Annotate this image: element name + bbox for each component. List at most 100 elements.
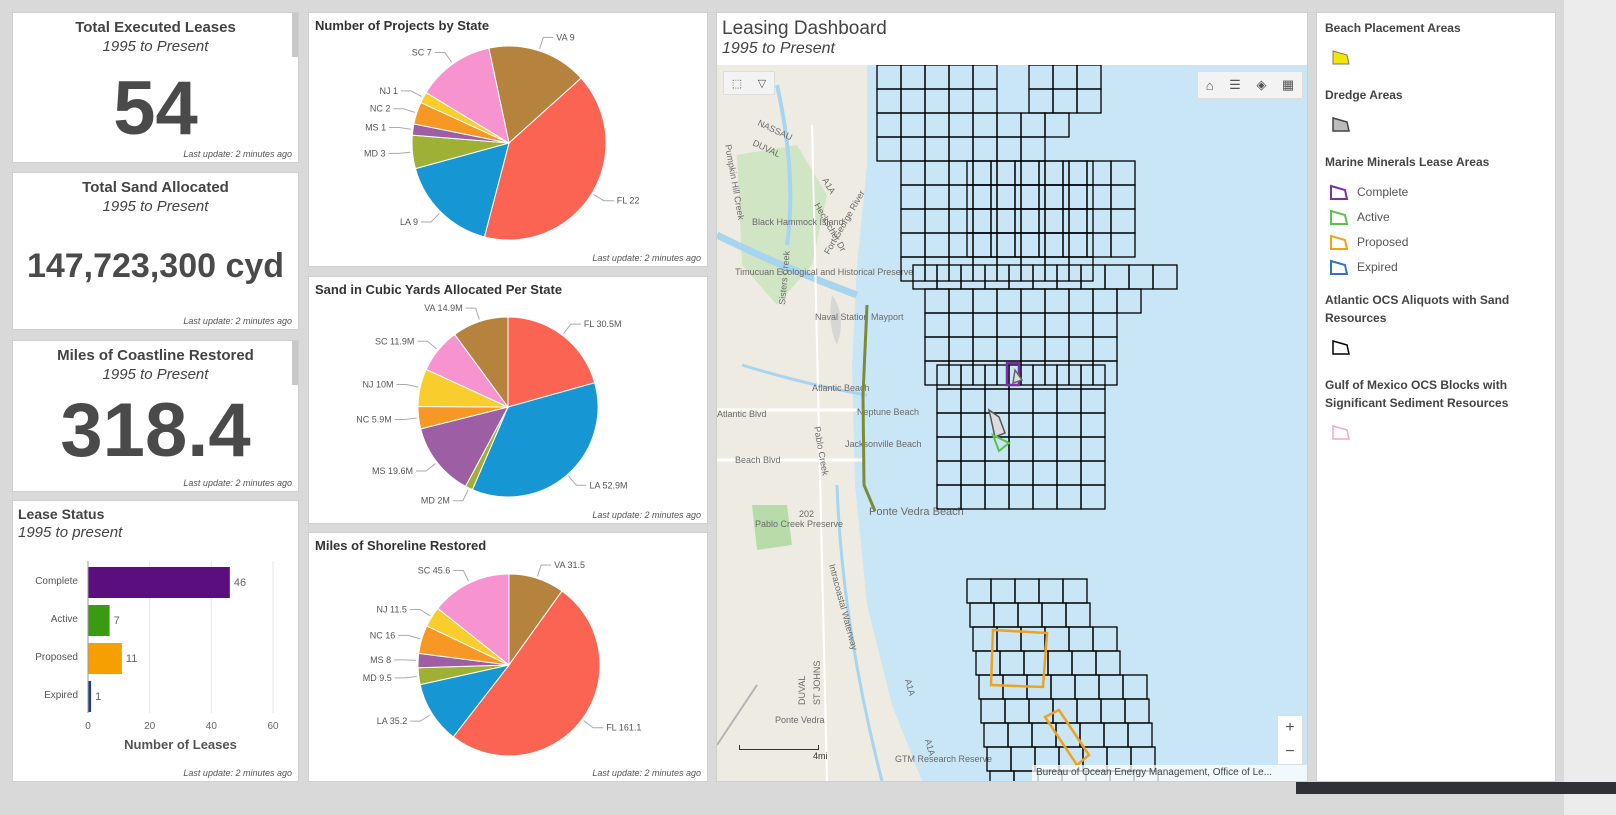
ocs-aliquot-cell xyxy=(1079,722,1105,748)
scale-label: 4mi xyxy=(813,751,828,761)
legend-item-label: Active xyxy=(1357,209,1390,224)
legend-icon[interactable]: ☰ xyxy=(1229,77,1241,92)
map-label: DUVAL xyxy=(797,676,807,705)
ocs-aliquot-cell xyxy=(924,65,950,90)
lease-status-panel: Lease Status 1995 to present 0 20 40 60 Comp… xyxy=(12,500,299,782)
lease-area-swatch xyxy=(1330,184,1349,200)
pie-slice-label: NJ 1 xyxy=(379,86,398,96)
ocs-aliquot-cell xyxy=(1080,460,1106,486)
pie-slice[interactable] xyxy=(414,142,510,238)
chart-title: Lease Status xyxy=(18,506,105,522)
gulf-ocs-swatch xyxy=(1331,424,1547,445)
ocs-aliquot-cell xyxy=(1092,312,1118,338)
ocs-aliquot-cell xyxy=(1044,232,1070,258)
pie-leader-line xyxy=(410,714,431,722)
ocs-aliquot-cell xyxy=(1065,602,1091,628)
ocs-aliquot-cell xyxy=(960,412,986,438)
ocs-aliquot-cell xyxy=(1044,184,1070,210)
ocs-aliquot-cell xyxy=(1086,232,1112,258)
pie-slice[interactable] xyxy=(507,316,596,408)
bar-complete[interactable] xyxy=(88,567,230,598)
ocs-aliquot-cell xyxy=(960,436,986,462)
ocs-aliquot-cell xyxy=(972,112,998,138)
legend-heading-dredge: Dredge Areas xyxy=(1325,88,1403,102)
map-tools-left[interactable]: ⬚ ▽ xyxy=(723,71,775,95)
map-label: Timucuan Ecological and Historical Prese… xyxy=(735,267,913,277)
ocs-aliquot-cell xyxy=(1068,336,1094,362)
bar-expired[interactable] xyxy=(88,681,92,712)
ocs-aliquot-cell xyxy=(924,88,950,114)
chevron-down-icon[interactable]: ▽ xyxy=(757,77,767,90)
pie-slice[interactable] xyxy=(420,406,509,488)
bar-active[interactable] xyxy=(88,605,110,636)
ocs-aliquot-cell xyxy=(966,232,992,258)
pie-slice[interactable] xyxy=(471,382,599,498)
ocs-aliquot-cell xyxy=(924,136,950,162)
pie-leader-line xyxy=(452,489,469,502)
map-label: Sisters Creek xyxy=(777,250,792,305)
map-canvas[interactable]: NASSAU DUVAL Black Hammock Island Timucu… xyxy=(717,65,1307,781)
ocs-aliquot-cell xyxy=(1128,264,1154,290)
indicator-total-leases: Total Executed Leases 1995 to Present 54… xyxy=(12,12,299,163)
pie-slice-label: MD 9.5 xyxy=(363,673,392,683)
ocs-aliquot-cell xyxy=(1044,160,1070,186)
ocs-aliquot-cell xyxy=(1080,412,1106,438)
ocs-aliquot-cell xyxy=(990,184,1016,210)
bottom-bar xyxy=(1296,782,1616,794)
ocs-aliquot-cell xyxy=(996,288,1022,314)
ocs-aliquot-cell xyxy=(1020,112,1046,138)
shoreline-restored-panel: Miles of Shoreline Restored VA 31.5 FL 16… xyxy=(308,532,708,782)
y-category-label: Proposed xyxy=(35,652,78,663)
sand-per-state-panel: Sand in Cubic Yards Allocated Per State … xyxy=(308,276,708,524)
ocs-aliquot-cell xyxy=(924,232,950,258)
ocs-aliquot-cell xyxy=(1044,336,1070,362)
ocs-aliquot-cell xyxy=(900,184,926,210)
ocs-aliquot-cell xyxy=(1014,208,1040,234)
ocs-aliquot-cell xyxy=(1017,602,1043,628)
ocs-aliquot-cell xyxy=(924,336,950,362)
ocs-aliquot-cell xyxy=(900,65,926,90)
ocs-aliquot-cell xyxy=(972,312,998,338)
legend-item-complete: Complete xyxy=(1329,179,1547,204)
ocs-aliquot-cell xyxy=(948,232,974,258)
pie-slice-label: SC 45.6 xyxy=(418,565,451,575)
select-icon[interactable]: ⬚ xyxy=(731,77,743,90)
pie-slice[interactable] xyxy=(488,45,582,144)
zoom-in-button[interactable]: + xyxy=(1285,719,1295,736)
pie-slice[interactable] xyxy=(483,77,607,241)
ocs-aliquot-cell xyxy=(1032,484,1058,510)
indicator-value: 318.4 xyxy=(60,388,251,473)
ocs-aliquot-cell xyxy=(993,602,1019,628)
bar-value-label: 1 xyxy=(95,691,101,703)
ocs-aliquot-cell xyxy=(876,88,902,114)
map-view[interactable]: NASSAU DUVAL Black Hammock Island Timucu… xyxy=(717,65,1307,781)
pie-slice[interactable] xyxy=(437,573,510,667)
ocs-aliquot-cell xyxy=(960,388,986,414)
pie-slice[interactable] xyxy=(453,316,509,409)
map-label: Ponte Vedra Beach xyxy=(869,506,964,518)
ocs-aliquot-cell xyxy=(1044,112,1070,138)
scrollbar[interactable] xyxy=(292,13,298,57)
ocs-aliquot-cell xyxy=(1044,208,1070,234)
home-icon[interactable]: ⌂ xyxy=(1205,77,1214,93)
scrollbar[interactable] xyxy=(292,341,298,385)
last-update: Last update: 2 minutes ago xyxy=(592,510,701,520)
ocs-aliquot-cell xyxy=(1014,232,1040,258)
layers-icon[interactable]: ◈ xyxy=(1256,77,1267,92)
bar-proposed[interactable] xyxy=(88,643,122,674)
pie-leader-line xyxy=(389,127,412,130)
ocs-aliquot-cell xyxy=(972,136,998,162)
zoom-out-button[interactable]: − xyxy=(1285,743,1295,760)
ocs-aliquot-cell xyxy=(1076,698,1102,724)
pie-slice-label: FL 22 xyxy=(617,196,640,206)
pie-leader-line xyxy=(398,634,420,640)
projects-pie-chart: VA 9 FL 22 LA 9 MD 3 MS 1 NC 2 NJ 1 SC 7 xyxy=(364,32,640,241)
ocs-aliquot-cell xyxy=(1080,484,1106,510)
basemap-icon[interactable]: ▦ xyxy=(1281,77,1295,92)
page-scrollbar[interactable] xyxy=(1564,0,1616,815)
pie-slice[interactable] xyxy=(425,47,510,145)
pie-slice[interactable] xyxy=(452,590,601,757)
ocs-aliquot-cell xyxy=(1020,232,1046,258)
ocs-aliquot-cell xyxy=(1007,722,1033,748)
ocs-aliquot-cell xyxy=(1038,208,1064,234)
